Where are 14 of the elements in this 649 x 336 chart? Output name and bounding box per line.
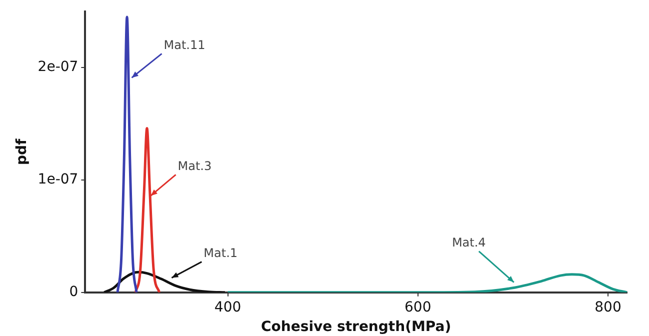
annotation: Mat.11 [164,38,206,52]
y-axis-title: pdf [14,138,30,165]
line-series [102,270,226,292]
y-tick-label: 2e-07 [38,59,78,76]
x-tick-label: 400 [214,299,242,316]
y-tick-label: 0 [69,284,78,300]
y-tick-label: 1e-07 [38,172,78,188]
annotation: Mat.3 [178,158,212,173]
line-series [226,273,627,292]
annotation: Mat.4 [452,235,486,250]
annotation: Mat.1 [204,246,238,260]
x-tick-label: 600 [404,299,432,316]
x-axis-title: Cohesive strength(MPa) [261,319,452,336]
x-tick-label: 800 [594,299,622,316]
